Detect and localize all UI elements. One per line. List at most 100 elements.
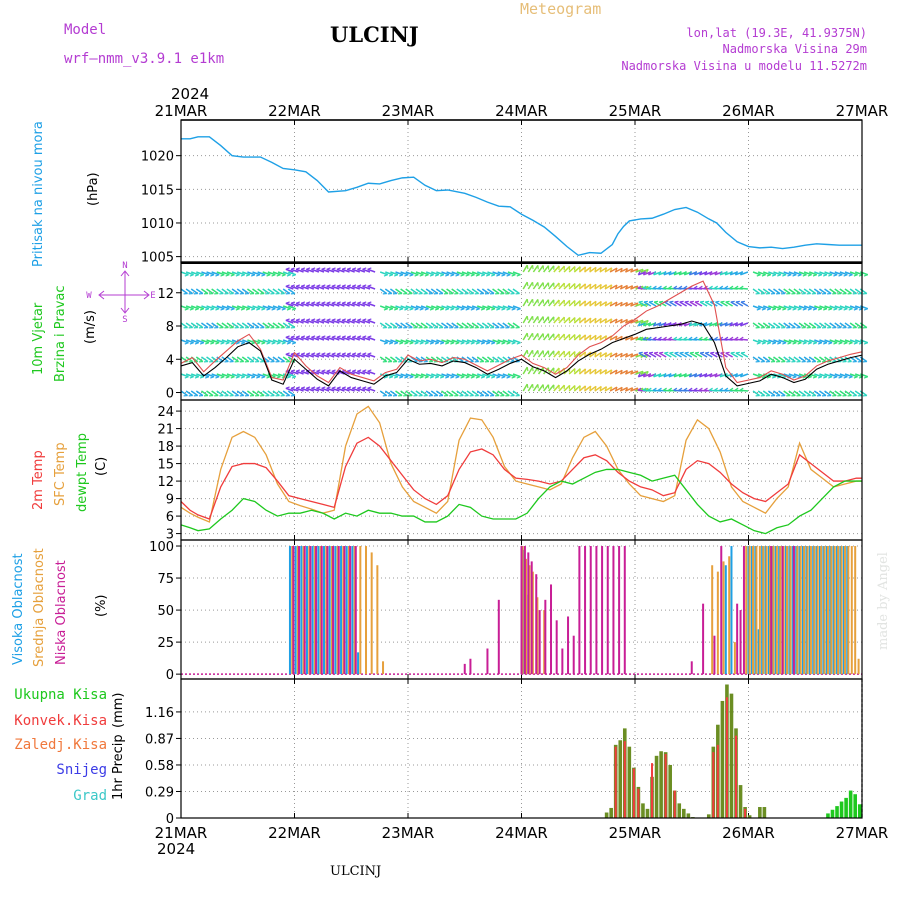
cloud-bar	[713, 635, 716, 675]
cloud-bar	[825, 546, 828, 675]
wind-arrow	[285, 319, 294, 324]
wind-arrow	[246, 288, 255, 295]
wind-arrowhead	[276, 274, 281, 277]
wind-arrowhead	[326, 386, 331, 389]
cloud-bar	[728, 556, 731, 675]
wind-arrow	[420, 356, 429, 363]
wind-arrowhead	[599, 386, 602, 391]
wind-arrowhead	[295, 386, 301, 389]
wind-arrowhead	[485, 342, 491, 345]
precip-bar	[848, 790, 853, 818]
wind-arrowhead	[802, 342, 807, 345]
wind-arrowhead	[475, 342, 480, 345]
wind-arrowhead	[735, 351, 740, 354]
wind-arrow	[594, 368, 602, 375]
wind-arrow	[740, 322, 749, 327]
wind-arrow	[206, 271, 215, 276]
wind-arrow	[252, 271, 261, 276]
wind-arrowhead	[321, 284, 326, 287]
wind-arrow	[425, 288, 434, 295]
wind-arrow	[527, 264, 534, 273]
wind-arrow	[200, 322, 209, 329]
wind-arrow	[367, 387, 376, 392]
wind-arrowhead	[434, 308, 439, 311]
wind-arrow	[492, 305, 501, 310]
wind-arrow	[563, 265, 571, 273]
wind-arrow	[518, 282, 522, 289]
cloud-bar	[750, 546, 753, 675]
wind-arrow	[252, 373, 261, 378]
wind-compass-icon: N S W E	[86, 261, 155, 325]
wind-arrowhead	[506, 274, 511, 277]
wind-arrowhead	[321, 301, 326, 304]
wind-arrowhead	[341, 386, 346, 389]
wind-arrow	[584, 368, 592, 375]
wind-arrow	[619, 386, 628, 392]
wind-arrowhead	[455, 274, 460, 277]
wind-arrow	[341, 387, 350, 392]
wind-arrowhead	[678, 336, 683, 340]
wind-arrow	[507, 271, 516, 276]
wind-arrow	[834, 288, 842, 295]
wind-arrow	[242, 373, 251, 378]
wind-arrow	[648, 301, 657, 307]
wind-arrow	[287, 288, 296, 295]
wind-arrowhead	[761, 376, 766, 379]
wind-arrowhead	[235, 274, 240, 277]
wind-arrowhead	[210, 274, 215, 277]
wind-arrowhead	[599, 352, 602, 357]
wind-arrowhead	[362, 386, 367, 389]
cloud-bar	[323, 546, 326, 675]
wind-arrow	[679, 352, 688, 358]
wind-arrow	[236, 356, 245, 363]
wind-arrowhead	[341, 335, 346, 338]
cloud-bar	[772, 546, 775, 675]
wind-arrow	[476, 390, 485, 397]
wind-arrowhead	[300, 284, 306, 287]
wind-arrow	[385, 373, 394, 378]
wind-arrowhead	[491, 308, 496, 311]
cloud-bar	[839, 546, 842, 675]
wind-arrow	[231, 373, 240, 378]
wind-arrowhead	[404, 376, 409, 379]
wind-arrowhead	[475, 376, 480, 379]
wind-arrow	[757, 288, 766, 295]
wind-arrow	[456, 305, 465, 310]
wind-arrowhead	[281, 308, 286, 311]
wind-arrowhead	[589, 385, 592, 391]
wind-arrowhead	[683, 336, 688, 340]
wind-arrowhead	[668, 373, 672, 378]
wind-arrowhead	[491, 376, 496, 379]
wind-arrow	[195, 356, 204, 363]
wind-arrowhead	[346, 386, 352, 389]
wind-arrow	[211, 271, 220, 276]
cloud-bar	[796, 546, 799, 675]
wind-arrowhead	[326, 301, 331, 304]
wind-arrow	[854, 288, 863, 295]
wind-arrow	[589, 266, 597, 273]
wind-arrowhead	[693, 271, 697, 276]
y-tick-label: 0.87	[145, 732, 174, 747]
wind-arrowhead	[424, 308, 429, 311]
wind-arrowhead	[245, 376, 251, 379]
wind-arrow	[331, 268, 340, 273]
wind-arrow	[321, 268, 330, 273]
wind-arrowhead	[699, 373, 703, 378]
wind-arrow	[537, 350, 544, 358]
wind-arrow	[819, 322, 827, 329]
wind-arrowhead	[526, 367, 529, 372]
wind-arrowhead	[290, 335, 295, 338]
wind-arrowhead	[678, 271, 682, 276]
y-tick-label: 75	[157, 572, 174, 587]
wind-arrowhead	[653, 322, 657, 327]
wind-arrow	[216, 305, 225, 310]
cloud-bar	[543, 610, 546, 675]
wind-arrow	[798, 390, 806, 397]
wind-arrowhead	[693, 285, 698, 289]
cloud-bar	[606, 546, 609, 675]
wind-arrowhead	[250, 274, 256, 277]
y-tick-label: 6	[166, 510, 174, 525]
wind-arrow	[573, 266, 581, 273]
wind-arrow	[512, 373, 521, 378]
wind-arrowhead	[734, 373, 738, 378]
